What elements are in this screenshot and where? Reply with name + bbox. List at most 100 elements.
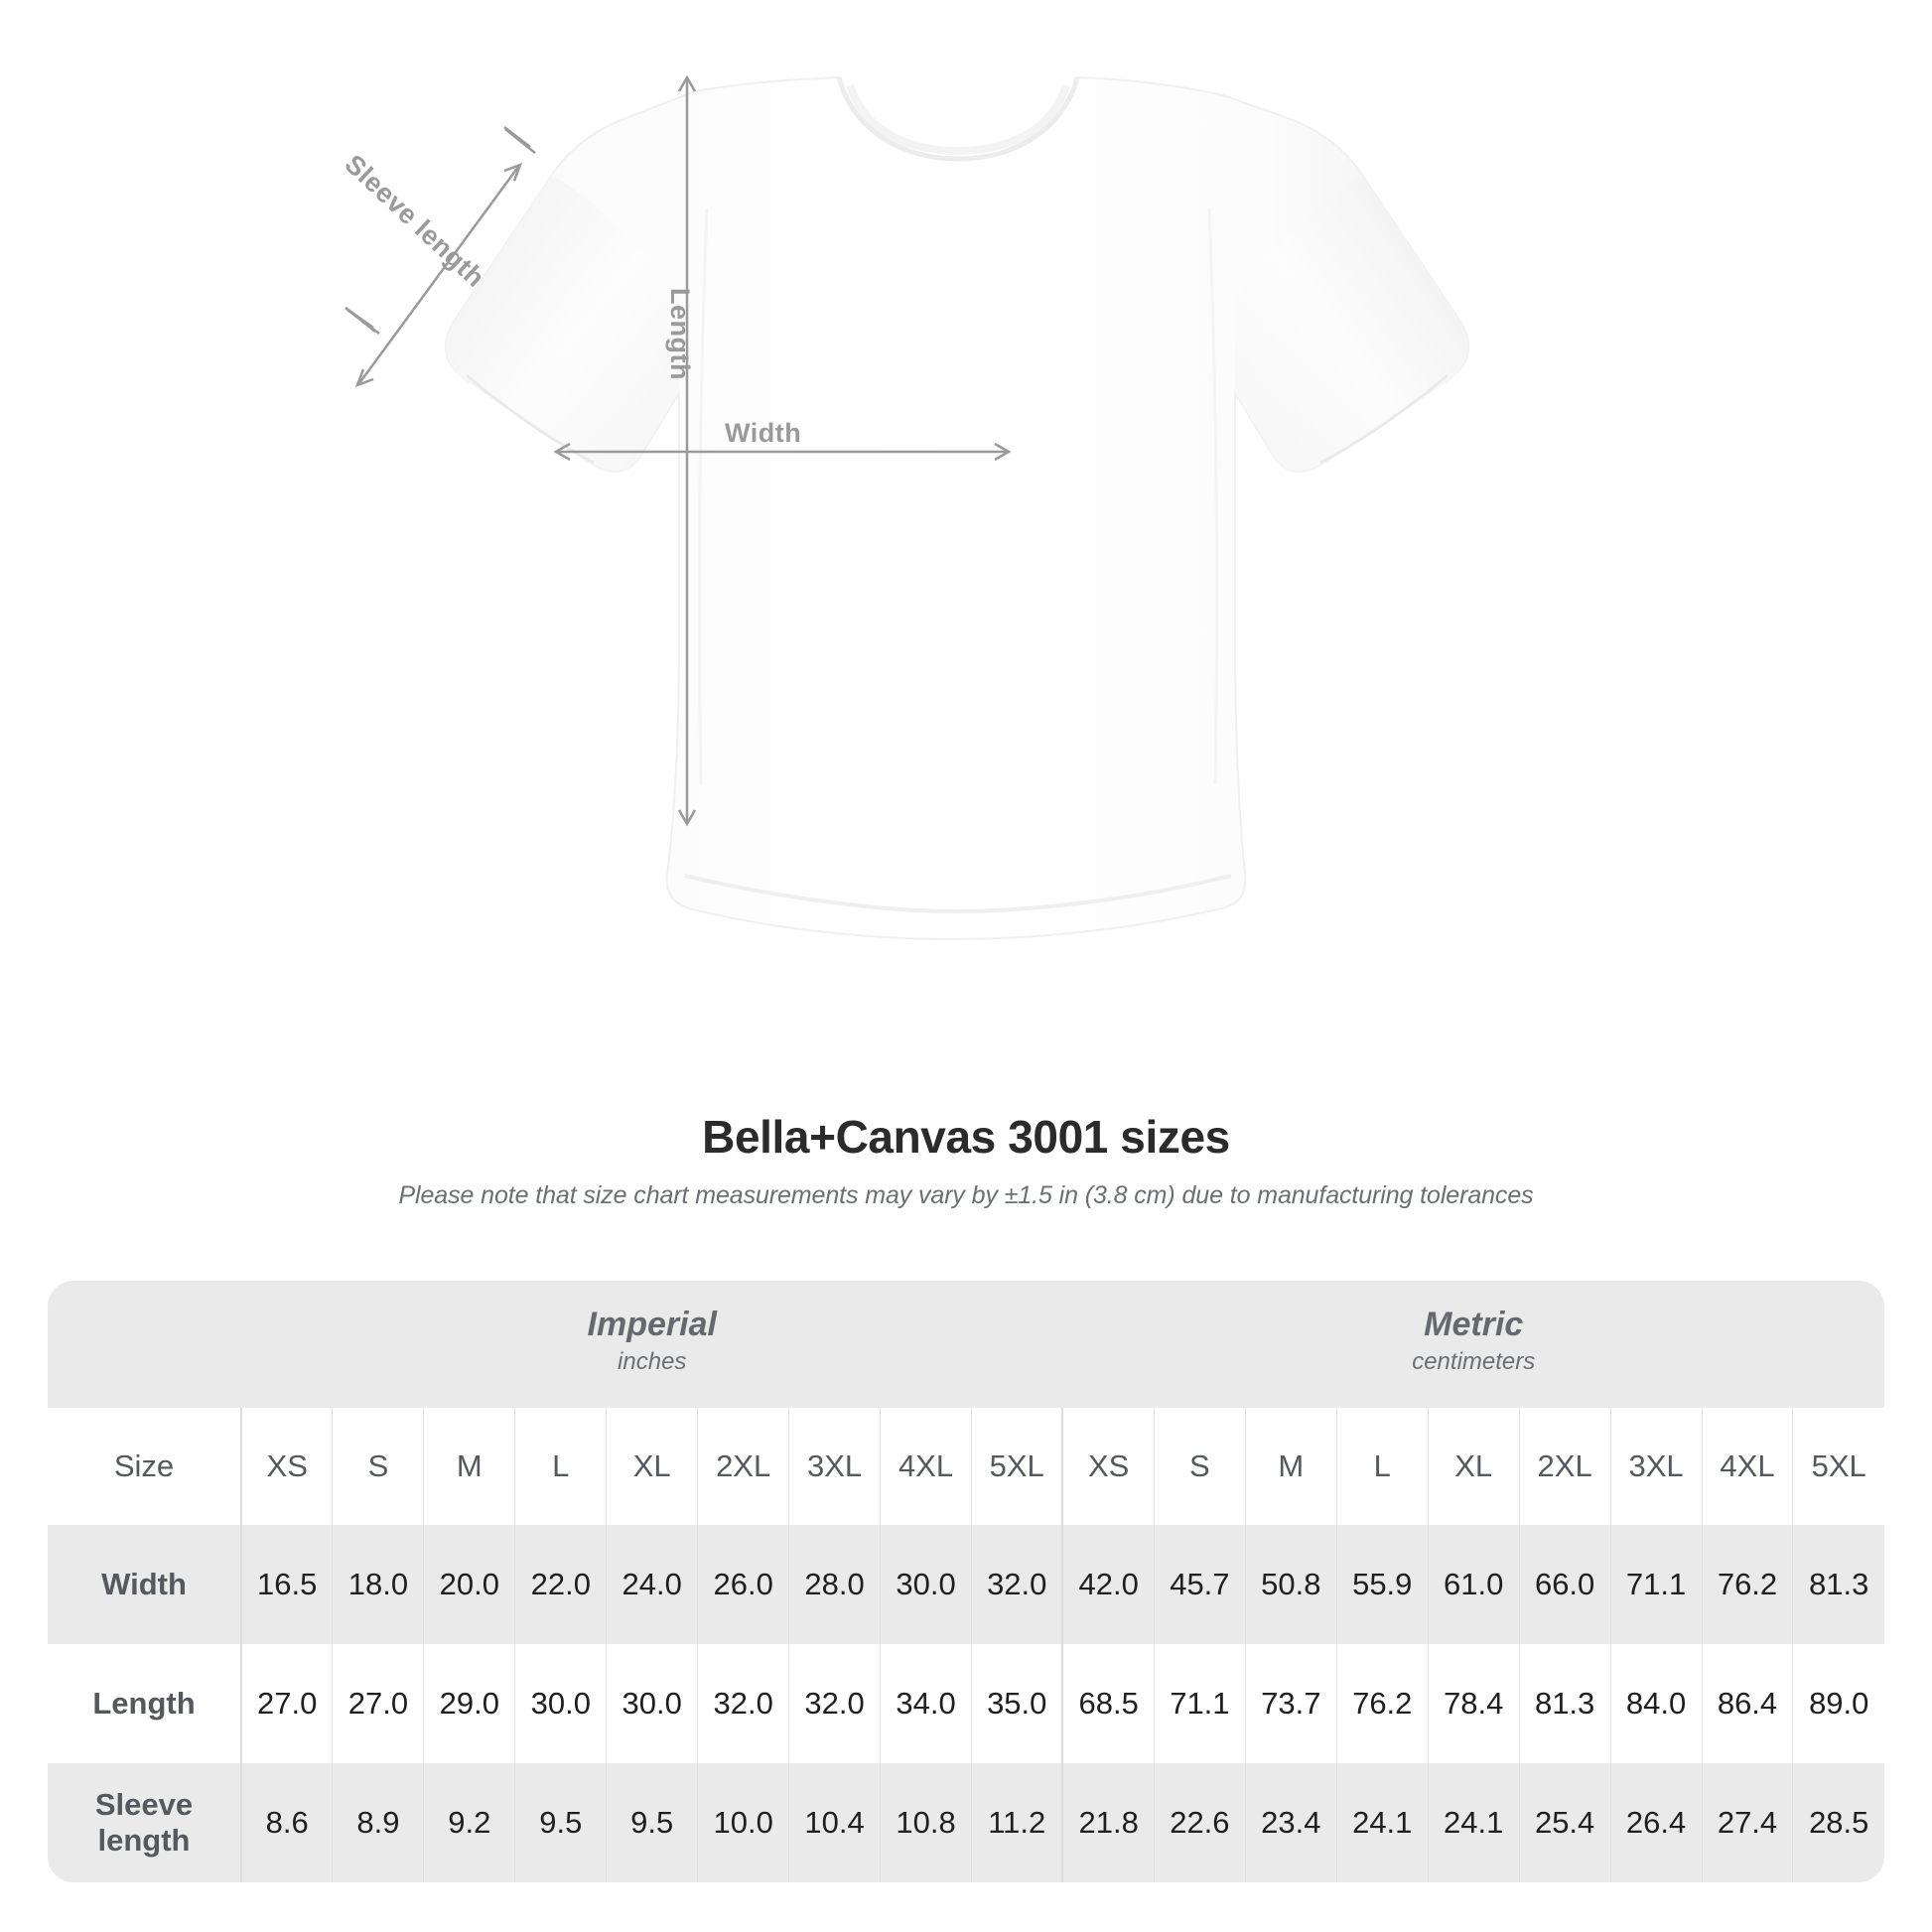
size-table-container: Imperial inches Metric centimeters Size …: [48, 1281, 1884, 1882]
size-header-label: Size: [48, 1408, 241, 1525]
cell-length-met-xs: 68.5: [1061, 1644, 1155, 1763]
size-col-met-xs: XS: [1061, 1408, 1155, 1525]
cell-length-met-3xl: 84.0: [1609, 1644, 1703, 1763]
cell-width-imp-4xl: 30.0: [880, 1525, 972, 1644]
shirt-image: Sleeve length Length Width: [340, 74, 1470, 941]
page-title: Bella+Canvas 3001 sizes: [702, 1111, 1230, 1163]
size-col-met-s: S: [1153, 1408, 1246, 1525]
row-label-width: Width: [48, 1525, 241, 1644]
cell-width-met-3xl: 71.1: [1609, 1525, 1703, 1644]
cell-sleeve-imp-m: 9.2: [423, 1763, 515, 1882]
row-label-length: Length: [48, 1644, 241, 1763]
cell-sleeve-imp-4xl: 10.8: [880, 1763, 972, 1882]
length-arrow-top: [677, 74, 697, 92]
cell-length-imp-xl: 30.0: [606, 1644, 698, 1763]
length-arrow-bottom: [677, 809, 697, 827]
right-sleeve-shading: [1235, 175, 1469, 472]
size-col-met-3xl: 3XL: [1609, 1408, 1703, 1525]
size-col-met-m: M: [1244, 1408, 1337, 1525]
cell-length-imp-l: 30.0: [514, 1644, 607, 1763]
cell-sleeve-met-s: 22.6: [1153, 1763, 1246, 1882]
row-label-sleeve-length: Sleeve length: [48, 1763, 241, 1882]
cell-length-met-l: 76.2: [1335, 1644, 1429, 1763]
cell-sleeve-met-4xl: 27.4: [1701, 1763, 1793, 1882]
cell-sleeve-imp-xl: 9.5: [606, 1763, 698, 1882]
size-chart-table: Imperial inches Metric centimeters Size …: [48, 1281, 1884, 1882]
unit-system-spacer: [48, 1281, 241, 1408]
collar-rib: [846, 83, 1070, 156]
cell-length-imp-xs: 27.0: [240, 1644, 333, 1763]
imperial-unit: inches: [618, 1347, 687, 1375]
width-arrow-left: [553, 442, 571, 462]
cell-length-met-s: 71.1: [1153, 1644, 1246, 1763]
sleeve-arrow-bottom: [354, 368, 374, 388]
cell-width-imp-xl: 24.0: [606, 1525, 698, 1644]
cell-length-imp-4xl: 34.0: [880, 1644, 972, 1763]
bottom-hem: [684, 874, 1232, 914]
cell-length-imp-3xl: 32.0: [788, 1644, 881, 1763]
metric-unit: centimeters: [1412, 1347, 1536, 1375]
unit-system-metric: Metric centimeters: [1062, 1281, 1884, 1408]
cell-length-met-2xl: 81.3: [1518, 1644, 1611, 1763]
cell-length-imp-2xl: 32.0: [697, 1644, 789, 1763]
size-col-met-2xl: 2XL: [1518, 1408, 1611, 1525]
cell-sleeve-met-xs: 21.8: [1061, 1763, 1155, 1882]
size-col-imp-l: L: [514, 1408, 607, 1525]
cell-width-met-xs: 42.0: [1061, 1525, 1155, 1644]
table-row: Width 16.5 18.0 20.0 22.0 24.0 26.0 28.0…: [48, 1525, 1884, 1644]
tshirt-svg: [345, 74, 1470, 941]
size-col-imp-xl: XL: [606, 1408, 698, 1525]
sleeve-end-ticks: [346, 128, 536, 335]
cell-length-met-4xl: 86.4: [1701, 1644, 1793, 1763]
size-col-imp-xs: XS: [240, 1408, 333, 1525]
size-col-imp-3xl: 3XL: [788, 1408, 881, 1525]
cell-length-met-xl: 78.4: [1427, 1644, 1520, 1763]
cell-sleeve-met-l: 24.1: [1335, 1763, 1429, 1882]
cell-width-imp-l: 22.0: [514, 1525, 607, 1644]
cell-width-met-5xl: 81.3: [1792, 1525, 1884, 1644]
cell-width-met-2xl: 66.0: [1518, 1525, 1611, 1644]
shirt-illustration: Sleeve length Length Width: [339, 74, 1470, 941]
size-col-imp-2xl: 2XL: [697, 1408, 789, 1525]
size-col-met-xl: XL: [1427, 1408, 1520, 1525]
cell-sleeve-imp-s: 8.9: [332, 1763, 424, 1882]
cell-sleeve-met-m: 23.4: [1244, 1763, 1337, 1882]
cell-length-met-m: 73.7: [1244, 1644, 1337, 1763]
table-row: Sleeve length 8.6 8.9 9.2 9.5 9.5 10.0 1…: [48, 1763, 1884, 1882]
sleeve-guide-line: [357, 166, 520, 384]
cell-width-imp-2xl: 26.0: [697, 1525, 789, 1644]
length-label: Length: [665, 288, 695, 380]
size-header-row: Size XS S M L XL 2XL 3XL 4XL 5XL XS S M …: [48, 1408, 1884, 1525]
cell-width-imp-m: 20.0: [423, 1525, 515, 1644]
unit-system-row: Imperial inches Metric centimeters: [48, 1281, 1884, 1408]
cell-sleeve-met-xl: 24.1: [1427, 1763, 1520, 1882]
cell-sleeve-imp-2xl: 10.0: [697, 1763, 789, 1882]
size-col-imp-s: S: [332, 1408, 424, 1525]
cell-length-imp-s: 27.0: [332, 1644, 424, 1763]
cell-sleeve-imp-l: 9.5: [514, 1763, 607, 1882]
tolerance-note: Please note that size chart measurements…: [398, 1181, 1534, 1209]
size-col-met-l: L: [1335, 1408, 1429, 1525]
size-col-met-4xl: 4XL: [1701, 1408, 1793, 1525]
size-col-imp-m: M: [423, 1408, 515, 1525]
cell-sleeve-met-2xl: 25.4: [1518, 1763, 1611, 1882]
cell-length-imp-5xl: 35.0: [971, 1644, 1063, 1763]
cell-width-imp-s: 18.0: [332, 1525, 424, 1644]
width-label: Width: [725, 418, 802, 448]
metric-name: Metric: [1424, 1305, 1524, 1343]
cell-width-met-m: 50.8: [1244, 1525, 1337, 1644]
imperial-name: Imperial: [587, 1305, 717, 1343]
cell-sleeve-met-5xl: 28.5: [1792, 1763, 1884, 1882]
cell-sleeve-imp-xs: 8.6: [240, 1763, 333, 1882]
cell-sleeve-met-3xl: 26.4: [1609, 1763, 1703, 1882]
collar-outline: [836, 76, 1080, 162]
cell-length-met-5xl: 89.0: [1792, 1644, 1884, 1763]
cell-width-met-l: 55.9: [1335, 1525, 1429, 1644]
fold-line-left: [697, 207, 709, 785]
left-sleeve-shading: [445, 175, 679, 472]
cell-width-imp-3xl: 28.0: [788, 1525, 881, 1644]
right-sleeve-hem: [1319, 373, 1449, 465]
fold-line-right: [1207, 207, 1219, 785]
cell-sleeve-imp-5xl: 11.2: [971, 1763, 1063, 1882]
cell-length-imp-m: 29.0: [423, 1644, 515, 1763]
